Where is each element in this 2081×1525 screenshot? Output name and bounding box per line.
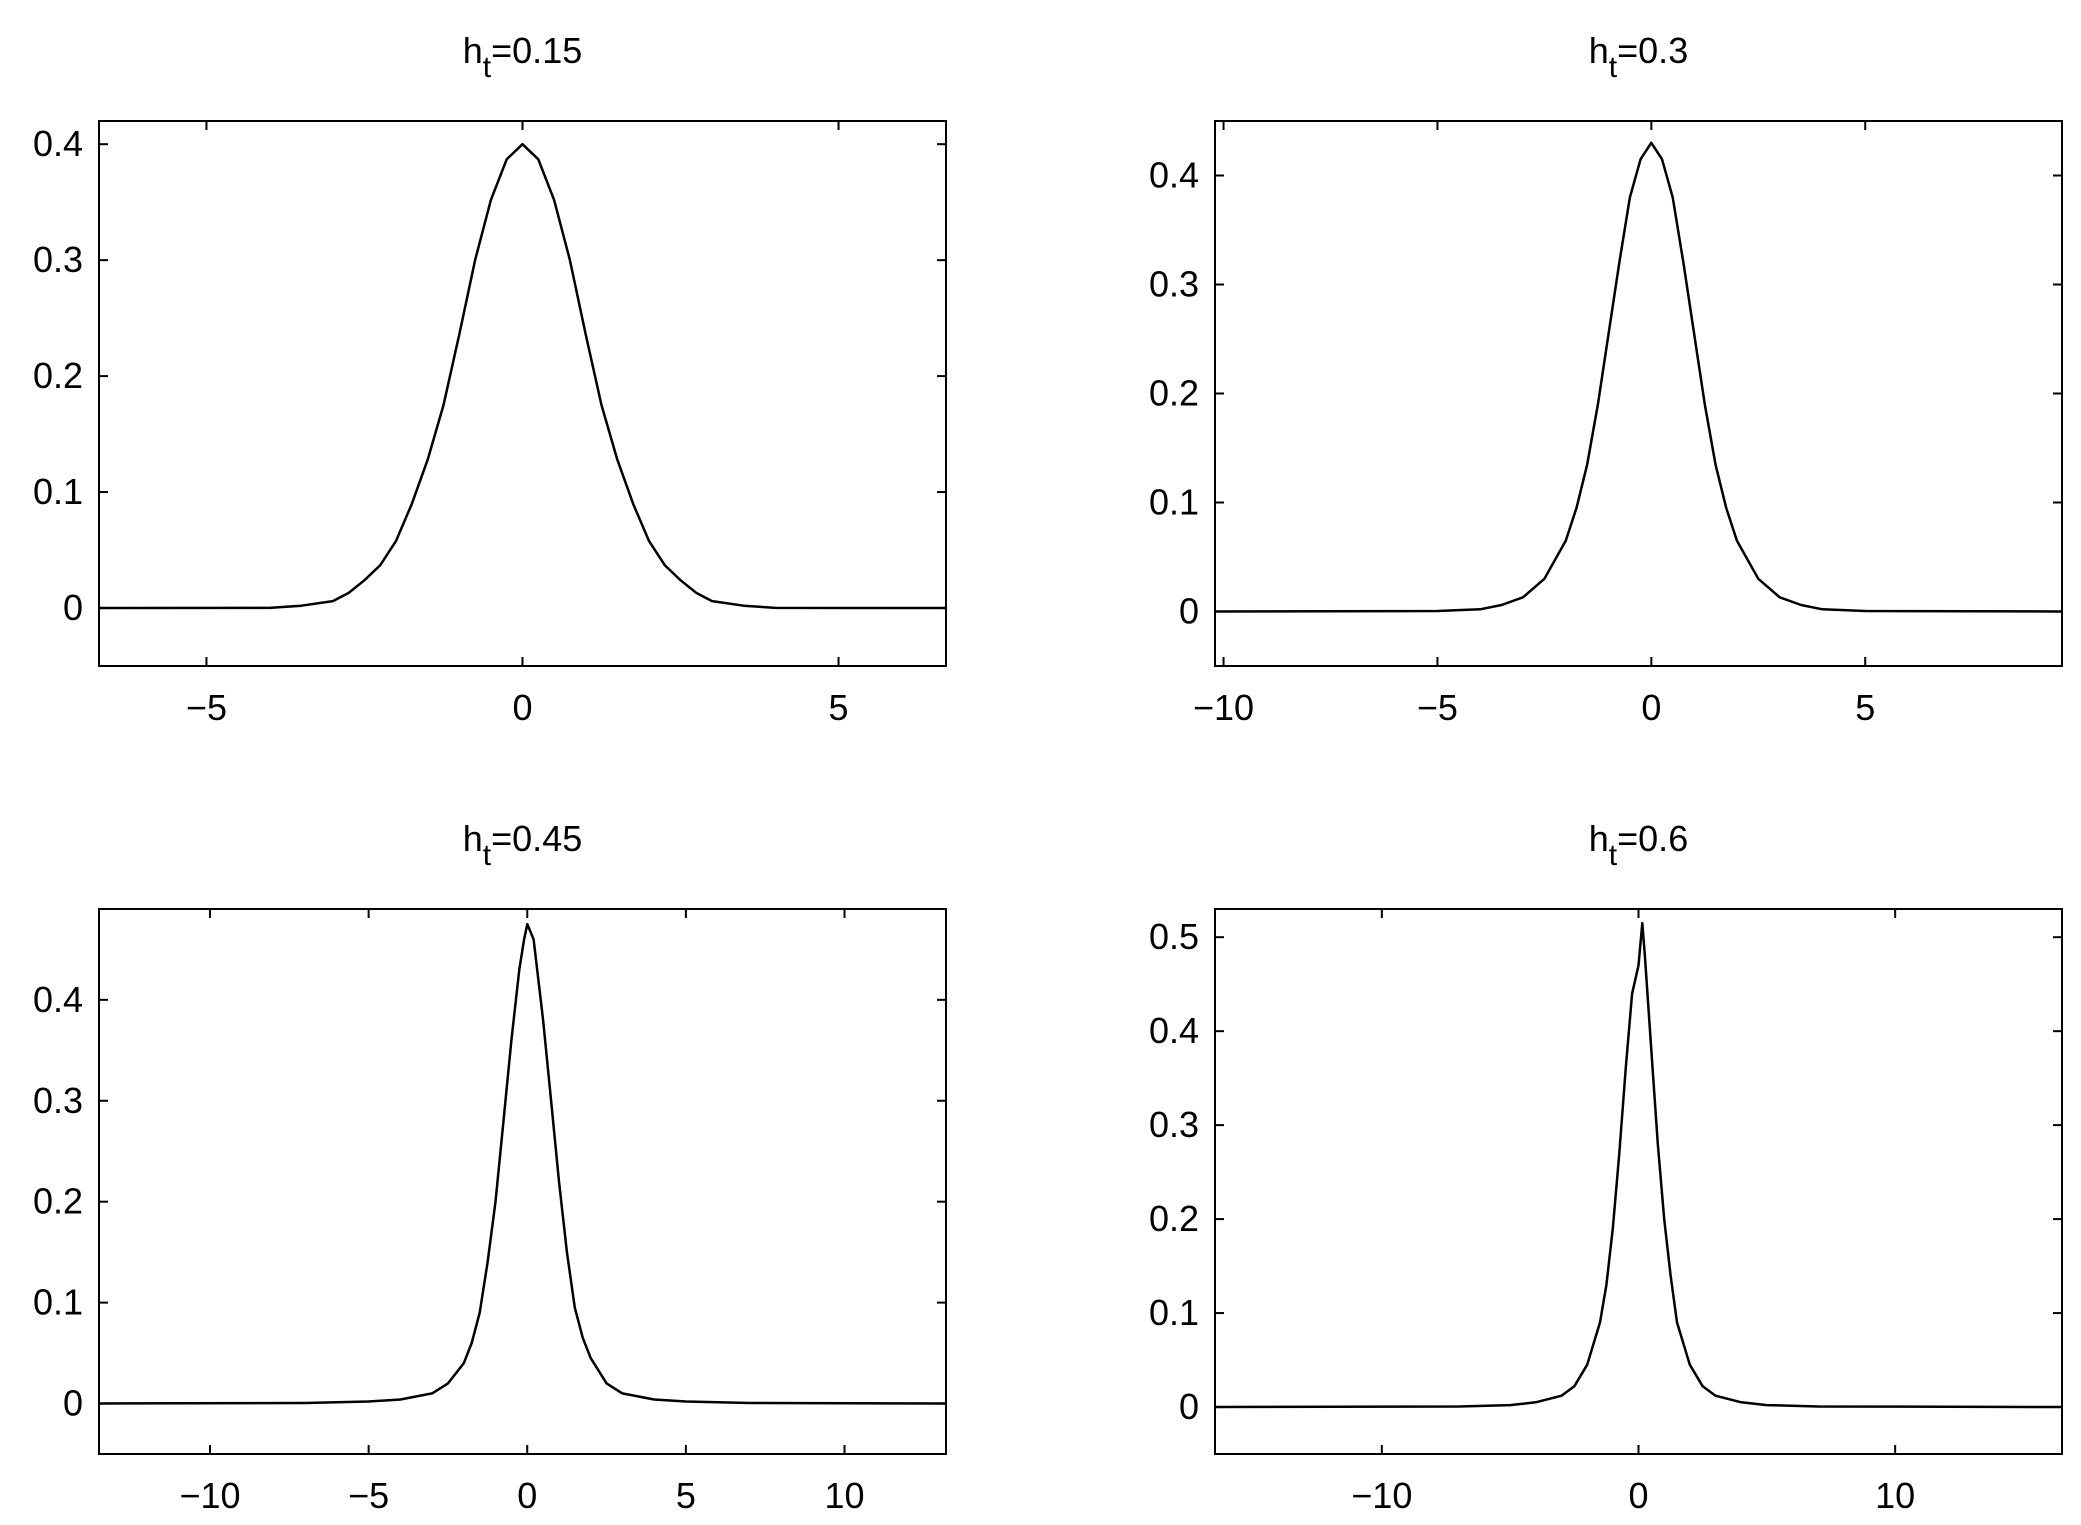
- subplot-4: −10 0 10 0 0.1 0.2 0.3 0.4 0.5 ht=0.6: [1149, 818, 2063, 1516]
- x-tick-label: 0: [512, 687, 532, 728]
- title-main: h: [1589, 30, 1609, 71]
- y-tick-label: 0.3: [1149, 264, 1199, 305]
- y-tick-label: 0.2: [33, 1181, 83, 1222]
- x-tick-label: −10: [179, 1475, 240, 1516]
- title-value: =0.45: [491, 818, 582, 859]
- subplot-3: −10 −5 0 5 10 0 0.1 0.2 0.3 0.4 ht=0.45: [33, 818, 947, 1516]
- title-subscript: t: [483, 51, 492, 84]
- axes-frame: [98, 908, 947, 1455]
- y-tick-label: 0.1: [33, 1282, 83, 1323]
- x-tick-label: −10: [1351, 1475, 1412, 1516]
- x-tick-label: −5: [348, 1475, 389, 1516]
- x-tick-label: −5: [186, 687, 227, 728]
- x-tick-label: 5: [676, 1475, 696, 1516]
- y-tick-label: 0.1: [33, 471, 83, 512]
- title-subscript: t: [483, 839, 492, 872]
- y-tick-label: 0: [63, 1383, 83, 1424]
- density-curve: [98, 922, 947, 1405]
- y-tick-label: 0.3: [33, 239, 83, 280]
- x-tick-label: 0: [517, 1475, 537, 1516]
- axes-frame: [1214, 908, 2063, 1455]
- y-tick-label: 0.3: [1149, 1104, 1199, 1145]
- y-tick-label: 0: [1179, 591, 1199, 632]
- axes-frame: [1214, 120, 2063, 667]
- y-tick-label: 0: [1179, 1386, 1199, 1427]
- title-value: =0.3: [1617, 30, 1688, 71]
- y-tick-label: 0.3: [33, 1080, 83, 1121]
- y-tick-label: 0.4: [33, 123, 83, 164]
- y-tick-label: 0.4: [33, 979, 83, 1020]
- subplot-title: ht=0.15: [463, 30, 582, 84]
- y-tick-label: 0.2: [33, 355, 83, 396]
- y-tick-label: 0.2: [1149, 373, 1199, 414]
- title-subscript: t: [1609, 51, 1618, 84]
- density-curve: [1214, 141, 2063, 613]
- x-tick-label: 0: [1628, 1475, 1648, 1516]
- axes-frame: [98, 120, 947, 667]
- title-main: h: [463, 818, 483, 859]
- title-value: =0.15: [491, 30, 582, 71]
- subplot-title: ht=0.3: [1589, 30, 1688, 84]
- density-curve: [1214, 921, 2063, 1409]
- title-main: h: [1589, 818, 1609, 859]
- title-main: h: [463, 30, 483, 71]
- y-tick-label: 0.2: [1149, 1198, 1199, 1239]
- x-tick-label: −5: [1417, 687, 1458, 728]
- density-curve: [98, 142, 947, 610]
- x-tick-label: −10: [1193, 687, 1254, 728]
- x-tick-label: 0: [1641, 687, 1661, 728]
- y-tick-label: 0.5: [1149, 916, 1199, 957]
- title-value: =0.6: [1617, 818, 1688, 859]
- subplot-title: ht=0.6: [1589, 818, 1688, 872]
- x-tick-label: 10: [824, 1475, 864, 1516]
- y-tick-label: 0.1: [1149, 1292, 1199, 1333]
- subplot-2: −10 −5 0 5 0 0.1 0.2 0.3 0.4 ht=0.3: [1149, 30, 2063, 728]
- x-tick-label: 5: [829, 687, 849, 728]
- title-subscript: t: [1609, 839, 1618, 872]
- y-tick-label: 0.4: [1149, 1010, 1199, 1051]
- x-tick-label: 5: [1855, 687, 1875, 728]
- subplot-1: −5 0 5 0 0.1 0.2 0.3 0.4 ht=0.15: [33, 30, 947, 728]
- subplot-title: ht=0.45: [463, 818, 582, 872]
- y-tick-label: 0.4: [1149, 155, 1199, 196]
- y-tick-label: 0.1: [1149, 482, 1199, 523]
- x-tick-label: 10: [1875, 1475, 1915, 1516]
- y-tick-label: 0: [63, 587, 83, 628]
